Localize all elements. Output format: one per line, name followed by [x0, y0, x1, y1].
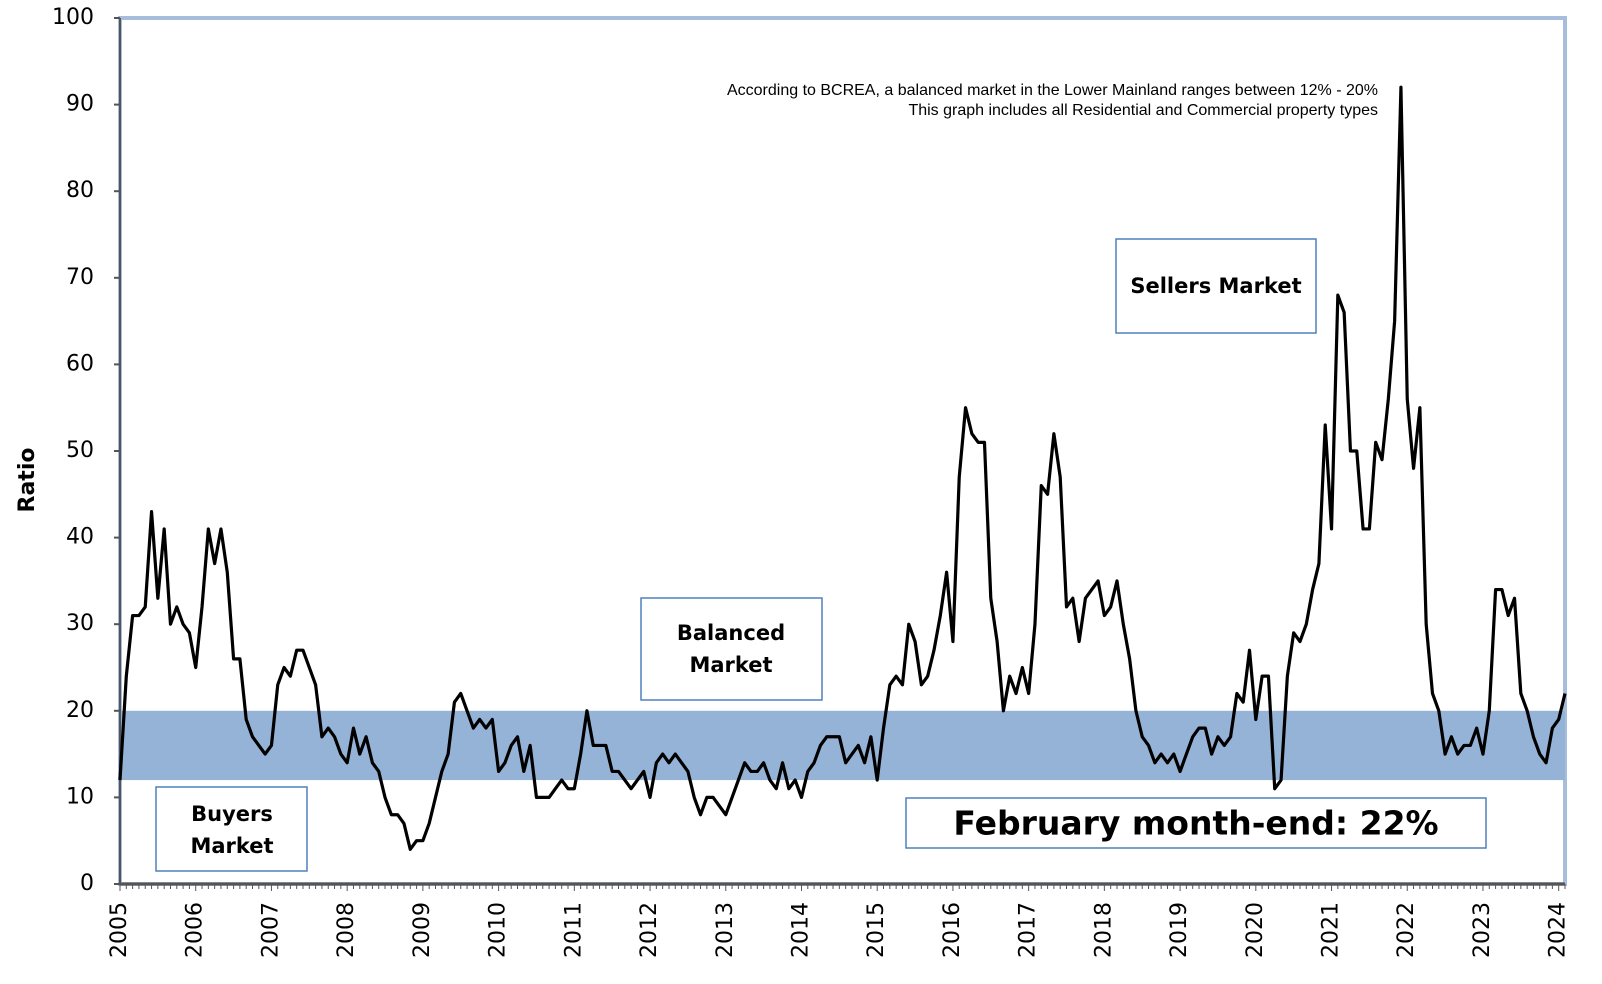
- balanced-label: Market: [689, 653, 772, 677]
- y-tick-label: 100: [52, 5, 94, 30]
- x-tick-label: 2024: [1546, 902, 1571, 958]
- balanced-label: Balanced: [677, 621, 785, 645]
- y-tick-label: 60: [66, 351, 94, 376]
- y-tick-label: 30: [66, 611, 94, 636]
- x-tick-label: 2019: [1167, 902, 1192, 958]
- x-tick-label: 2018: [1091, 902, 1116, 958]
- sellers-box: [1115, 238, 1317, 334]
- sellers-label: Sellers Market: [1130, 274, 1301, 298]
- x-tick-label: 2020: [1243, 902, 1268, 958]
- y-tick-label: 50: [66, 438, 94, 463]
- x-tick-label: 2011: [561, 902, 586, 958]
- x-tick-label: 2021: [1319, 902, 1344, 958]
- y-tick-label: 40: [66, 525, 94, 550]
- x-tick-label: 2006: [183, 902, 208, 958]
- buyers-label: Market: [190, 834, 273, 858]
- note: According to BCREA, a balanced market in…: [727, 82, 1378, 99]
- y-tick-label: 80: [66, 178, 94, 203]
- x-tick-label: 2013: [713, 902, 738, 958]
- buyers-label: Buyers: [191, 802, 273, 826]
- x-tick-label: 2017: [1016, 902, 1041, 958]
- data-line: [118, 85, 1567, 851]
- note: This graph includes all Residential and …: [908, 102, 1378, 119]
- x-tick-label: 2008: [334, 902, 359, 958]
- y-axis-label: Ratio: [15, 448, 40, 513]
- callout-box: [905, 797, 1487, 849]
- buyers-box: [155, 786, 308, 872]
- x-tick-label: 2015: [864, 902, 889, 958]
- x-tick-label: 2023: [1470, 902, 1495, 958]
- y-tick-label: 70: [66, 265, 94, 290]
- y-tick-label: 10: [66, 784, 94, 809]
- x-tick-label: 2005: [107, 902, 132, 958]
- x-tick-label: 2010: [486, 902, 511, 958]
- x-tick-label: 2022: [1394, 902, 1419, 958]
- balanced-box: [640, 597, 823, 701]
- x-tick-label: 2009: [410, 902, 435, 958]
- y-tick-label: 0: [80, 871, 94, 896]
- x-tick-label: 2007: [258, 902, 283, 958]
- x-tick-label: 2014: [788, 902, 813, 958]
- y-tick-label: 20: [66, 698, 94, 723]
- x-tick-label: 2016: [940, 902, 965, 958]
- callout: February month-end: 22%: [953, 804, 1438, 843]
- x-tick-label: 2012: [637, 902, 662, 958]
- y-tick-label: 90: [66, 92, 94, 117]
